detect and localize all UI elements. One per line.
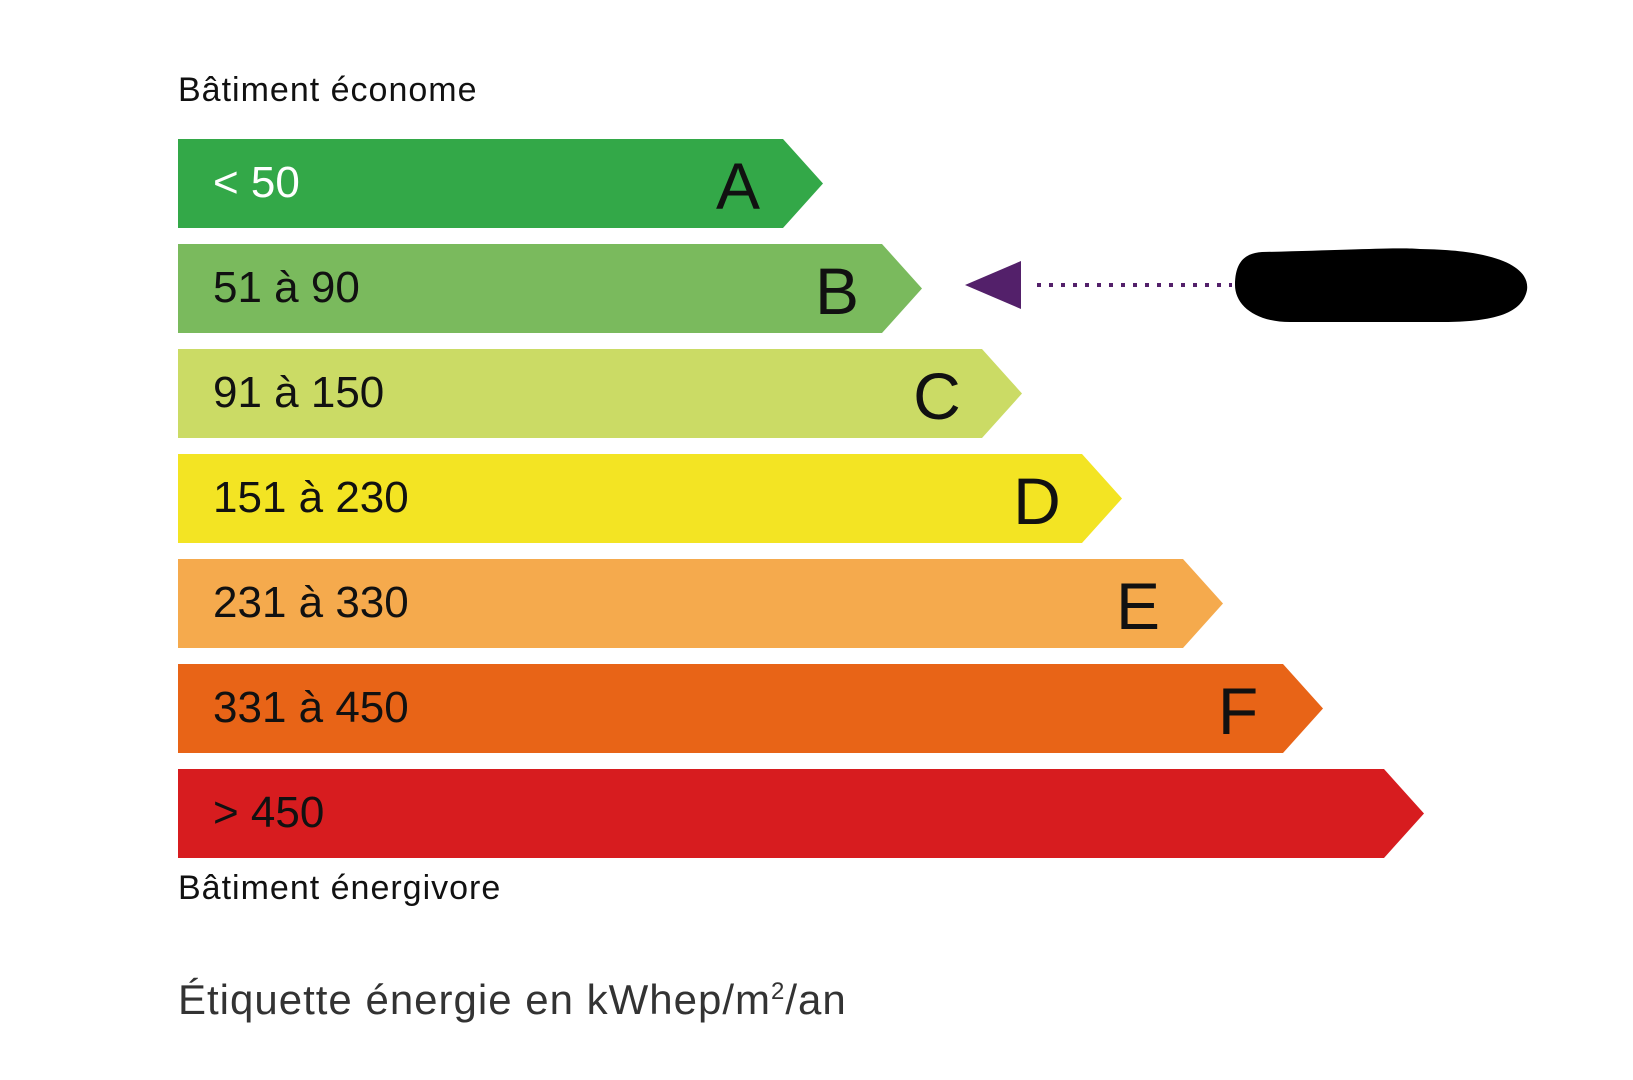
range-label: > 450 [213,788,325,837]
redacted-value-blob [1235,248,1528,322]
footer-text: Étiquette énergie en kWhep/m [178,976,771,1023]
range-label: 231 à 330 [213,578,409,627]
range-label: < 50 [213,158,300,207]
class-letter: B [814,254,860,328]
current-rating-indicator [965,248,1528,322]
range-label: 331 à 450 [213,683,409,732]
bar-shape [178,454,1122,543]
class-letter: E [1115,569,1161,643]
bar-shape [178,769,1424,858]
bar-shape [178,559,1223,648]
energy-class-bar-b: 51 à 90 B [178,244,922,333]
bottom-label: Bâtiment énergivore [178,869,502,907]
energy-class-bar-c: 91 à 150 C [178,349,1022,438]
energy-class-bar-f: 331 à 450 F [178,664,1323,753]
range-label: 51 à 90 [213,263,360,312]
indicator-arrow-icon [965,261,1021,309]
class-letter: D [1013,464,1061,538]
energy-class-bar-e: 231 à 330 E [178,559,1223,648]
footer-caption: Étiquette énergie en kWhep/m2/an [178,975,847,1025]
class-letter: A [715,149,761,223]
range-label: 91 à 150 [213,368,385,417]
energy-class-bar-d: 151 à 230 D [178,454,1122,543]
range-label: 151 à 230 [213,473,409,522]
bar-shape [178,244,922,333]
bar-shape [178,139,823,228]
bar-shape [178,349,1022,438]
footer-suffix: /an [785,976,847,1023]
bar-shape [178,664,1323,753]
energy-class-bar-g: > 450 [178,769,1424,858]
class-letter: C [913,359,961,433]
top-label: Bâtiment économe [178,71,478,109]
footer-sup: 2 [771,978,786,1005]
class-letter: F [1217,674,1259,748]
energy-class-bar-a: < 50 A [178,139,823,228]
